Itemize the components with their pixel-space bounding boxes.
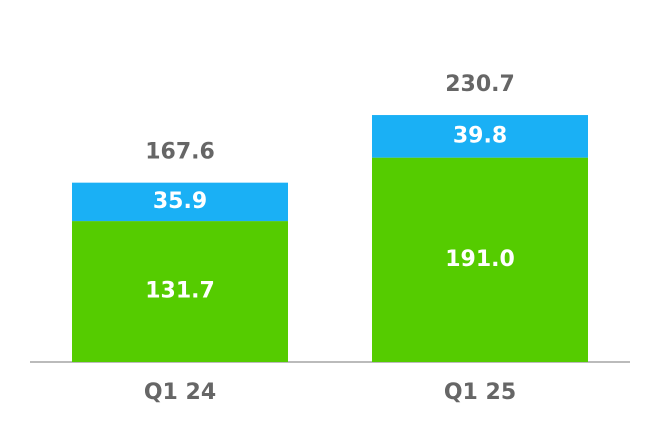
- segment-label: 131.7: [145, 279, 215, 304]
- x-tick-label: Q1 24: [144, 380, 216, 405]
- bar-segment: [372, 115, 588, 158]
- total-label: 167.6: [145, 140, 215, 165]
- bar-segment: [372, 157, 588, 362]
- segment-label: 191.0: [445, 247, 515, 272]
- bar-segment: [72, 182, 288, 222]
- x-tick-label: Q1 25: [444, 380, 516, 405]
- segment-label: 35.9: [153, 189, 207, 214]
- segment-label: 39.8: [453, 123, 507, 148]
- bar-segment: [72, 221, 288, 362]
- total-label: 230.7: [445, 72, 515, 97]
